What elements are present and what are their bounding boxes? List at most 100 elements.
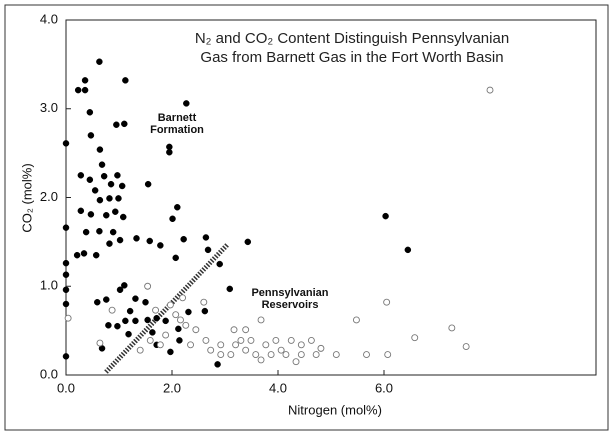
data-point	[169, 215, 176, 223]
data-point	[77, 207, 85, 215]
data-point	[62, 140, 70, 147]
divider-line	[104, 242, 230, 374]
data-point	[277, 346, 285, 354]
data-point	[114, 172, 121, 179]
data-point	[153, 314, 160, 322]
data-point	[107, 180, 115, 188]
data-point	[252, 351, 260, 359]
data-point	[317, 344, 325, 352]
data-point	[121, 120, 128, 128]
data-point	[201, 307, 209, 315]
data-point	[156, 341, 164, 349]
data-point	[352, 316, 360, 324]
data-point	[81, 77, 89, 84]
chart-title: Gas from Barnett Gas in the Fort Worth B…	[200, 49, 503, 66]
data-point	[87, 132, 95, 139]
data-point	[100, 172, 108, 180]
data-point	[172, 311, 180, 319]
data-point	[157, 242, 164, 249]
data-point	[363, 351, 370, 359]
data-point	[96, 339, 104, 347]
data-point	[64, 314, 72, 322]
data-point	[204, 246, 212, 254]
data-point	[257, 356, 265, 364]
data-point	[81, 86, 89, 94]
data-point	[109, 228, 117, 236]
data-point	[262, 341, 270, 349]
data-point	[149, 329, 156, 336]
x-axis-label: Nitrogen (mol%)	[288, 402, 382, 417]
data-point	[207, 346, 215, 354]
data-point	[136, 346, 144, 354]
data-point	[96, 227, 103, 235]
data-point	[282, 351, 290, 359]
data-point	[297, 351, 305, 359]
annotation: Pennsylvanian	[251, 287, 328, 299]
data-point	[180, 235, 187, 243]
data-point	[214, 361, 221, 368]
data-point	[82, 228, 90, 236]
data-point	[77, 172, 85, 179]
data-point	[257, 316, 265, 324]
y-tick-label: 2.0	[40, 189, 58, 204]
data-point	[192, 326, 200, 334]
data-point	[106, 195, 113, 202]
data-point	[98, 161, 106, 168]
data-point	[116, 236, 124, 244]
data-point	[106, 240, 113, 247]
data-point	[144, 282, 152, 290]
data-point	[242, 346, 250, 354]
data-point	[112, 208, 119, 215]
data-point	[152, 306, 160, 314]
y-tick-label: 1.0	[40, 278, 58, 293]
data-point	[62, 353, 70, 360]
data-point	[132, 317, 139, 325]
data-point	[411, 334, 419, 342]
data-point	[404, 246, 412, 254]
data-point	[146, 237, 153, 245]
data-point	[448, 324, 456, 332]
data-point	[108, 306, 116, 314]
data-point	[62, 286, 70, 294]
data-point	[126, 307, 134, 315]
data-point	[244, 238, 252, 246]
data-point	[146, 336, 154, 344]
data-point	[172, 254, 179, 262]
data-point	[96, 58, 103, 65]
data-point	[332, 351, 340, 359]
data-point	[114, 322, 121, 330]
data-point	[144, 316, 151, 324]
data-point	[217, 341, 225, 349]
data-point	[226, 285, 234, 293]
data-point	[232, 341, 240, 349]
data-point	[125, 330, 132, 338]
outer-frame	[4, 4, 609, 431]
data-point	[312, 351, 320, 359]
data-point	[91, 187, 99, 194]
data-point	[382, 212, 389, 220]
data-point	[287, 336, 295, 344]
data-point	[247, 336, 255, 344]
data-point	[182, 321, 190, 329]
y-tick-label: 4.0	[40, 11, 58, 26]
data-point	[105, 322, 112, 329]
data-point	[202, 234, 210, 241]
data-point	[132, 295, 139, 302]
data-point	[87, 211, 95, 218]
data-point	[179, 294, 187, 302]
data-point	[119, 213, 127, 221]
data-point	[115, 195, 122, 202]
data-point	[92, 251, 100, 259]
data-point	[272, 336, 280, 344]
data-point	[187, 341, 195, 349]
data-point	[200, 298, 208, 306]
y-axis-label: CO₂ (mol%)	[19, 163, 34, 232]
data-point	[96, 146, 104, 153]
data-point	[116, 286, 124, 294]
data-point	[118, 182, 126, 190]
marks	[62, 58, 494, 368]
chart-title: N₂ and CO₂ Content Distinguish Pennsylva…	[195, 30, 509, 47]
data-point	[121, 282, 128, 289]
data-point	[142, 298, 149, 306]
